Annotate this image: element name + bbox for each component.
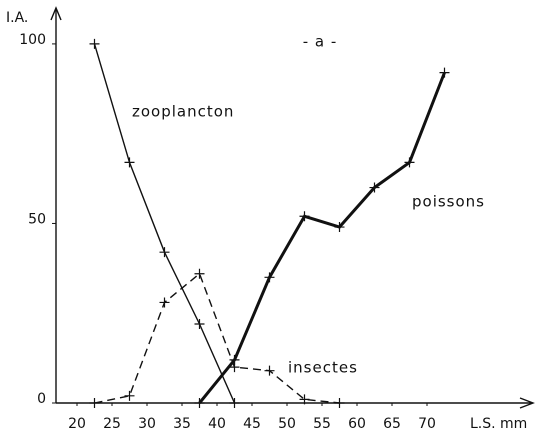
series-label: zooplancton	[132, 103, 234, 121]
y-tick-label: 0	[37, 391, 46, 407]
point-marker	[264, 365, 275, 376]
point-marker	[264, 272, 275, 283]
series-label: poissons	[412, 193, 485, 211]
point-marker	[124, 390, 135, 401]
point-marker	[124, 157, 135, 168]
y-tick-label: 50	[28, 211, 46, 227]
point-marker	[89, 398, 100, 408]
point-marker	[334, 222, 345, 233]
x-tick-label: 30	[138, 416, 156, 432]
y-tick-label: 100	[19, 32, 46, 48]
point-marker	[229, 354, 240, 365]
point-marker	[334, 398, 345, 408]
point-marker	[159, 247, 170, 258]
series-label: insectes	[288, 359, 358, 377]
series-line	[198, 72, 446, 404]
point-marker	[369, 182, 380, 193]
point-marker	[159, 297, 170, 308]
x-arrow	[519, 397, 535, 409]
point-marker	[89, 38, 100, 49]
x-tick-label: 50	[278, 416, 296, 432]
point-marker	[229, 398, 240, 408]
point-marker	[404, 157, 415, 168]
point-marker	[194, 268, 205, 279]
x-tick-label: 40	[208, 416, 226, 432]
point-marker	[299, 211, 310, 222]
x-tick-label: 35	[173, 416, 191, 432]
x-tick-label: 60	[348, 416, 366, 432]
chart-title: - a -	[303, 33, 338, 51]
x-tick-label: 45	[243, 416, 261, 432]
point-marker	[299, 394, 310, 405]
point-marker	[194, 319, 205, 329]
x-tick-label: 25	[103, 416, 121, 432]
x-tick-label: 70	[418, 416, 436, 432]
x-tick-label: 55	[313, 416, 331, 432]
point-marker	[194, 398, 205, 408]
x-axis-label: L.S. mm	[470, 416, 527, 432]
point-marker	[439, 67, 450, 78]
series-line	[93, 43, 236, 404]
series-line	[94, 272, 340, 404]
x-tick-label: 20	[68, 416, 86, 432]
y-arrow	[50, 6, 62, 21]
x-tick-label: 65	[383, 416, 401, 432]
y-axis-label: I.A.	[6, 10, 28, 26]
